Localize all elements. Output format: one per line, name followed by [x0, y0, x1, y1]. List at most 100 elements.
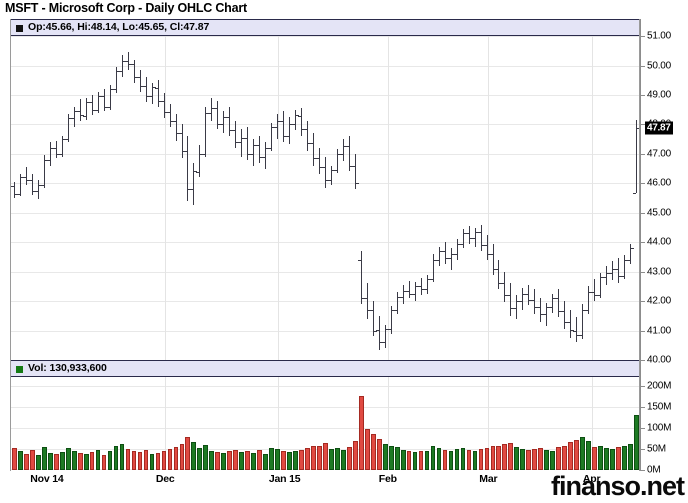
close-tick	[44, 159, 48, 161]
open-tick	[393, 309, 397, 311]
open-tick	[519, 301, 523, 303]
open-tick	[310, 143, 313, 145]
price-axis-tick	[640, 124, 645, 126]
close-tick	[332, 169, 335, 171]
volume-bar	[101, 455, 107, 470]
open-tick	[298, 115, 302, 117]
ohlc-bar	[46, 142, 54, 166]
volume-bar	[568, 442, 573, 470]
open-tick	[268, 147, 272, 149]
open-tick	[543, 314, 547, 316]
close-tick	[248, 153, 252, 155]
ohlc-bar	[94, 92, 102, 113]
volume-bar	[161, 451, 167, 470]
price-panel[interactable]	[11, 36, 639, 360]
ohlc-bar	[489, 243, 497, 275]
price-axis-tick	[640, 242, 645, 244]
close-tick	[355, 183, 359, 185]
ohlc-bar	[585, 286, 593, 315]
close-tick	[367, 309, 371, 311]
volume-axis-tick	[640, 406, 645, 408]
ohlc-bar	[328, 165, 335, 185]
volume-panel[interactable]	[11, 377, 639, 470]
volume-bar	[466, 450, 472, 470]
open-tick	[304, 128, 308, 130]
price-axis-label: 49.00	[647, 89, 672, 101]
close-tick	[409, 293, 413, 295]
price-legend-bar: Op:45.66, Hi:48.14, Lo:45.65, Cl:47.87	[11, 19, 639, 36]
month-gridline	[387, 36, 389, 360]
close-tick	[110, 88, 114, 90]
close-tick	[601, 277, 605, 279]
ohlc-bar	[597, 273, 605, 299]
volume-axis-tick	[640, 448, 645, 450]
ohlc-bar	[387, 305, 395, 334]
ohlc-bar	[615, 258, 623, 284]
volume-bar	[562, 445, 567, 470]
open-tick	[567, 321, 571, 323]
ohlc-bar	[561, 301, 569, 330]
close-tick	[98, 96, 102, 98]
close-tick	[62, 138, 66, 140]
open-tick	[573, 330, 577, 332]
open-tick	[220, 124, 224, 126]
ohlc-bar	[316, 147, 323, 175]
price-axis-label: 42.00	[647, 295, 672, 307]
volume-bar	[454, 449, 460, 470]
close-tick	[451, 253, 455, 255]
volume-bar	[478, 448, 484, 470]
close-tick	[194, 171, 198, 173]
close-tick	[613, 268, 617, 270]
ohlc-bar	[351, 153, 359, 190]
volume-bar	[107, 451, 113, 470]
ohlc-bar	[363, 283, 371, 319]
volume-bar	[436, 448, 442, 470]
close-tick	[224, 116, 228, 118]
open-tick	[477, 231, 481, 233]
close-tick	[308, 143, 312, 145]
ohlc-bar	[477, 224, 485, 251]
price-axis-label: 44.00	[647, 236, 672, 248]
close-tick	[290, 124, 294, 126]
close-tick	[15, 194, 18, 196]
volume-bar	[544, 449, 550, 470]
volume-bar	[628, 443, 633, 470]
ohlc-bar	[525, 284, 533, 306]
open-tick	[286, 136, 290, 138]
open-tick	[334, 169, 337, 171]
close-tick	[284, 136, 288, 138]
ohlc-bar	[196, 145, 204, 178]
price-axis-label: 45.00	[647, 207, 672, 219]
close-tick	[607, 273, 611, 275]
close-tick	[176, 133, 180, 135]
close-tick	[481, 245, 485, 247]
close-tick	[529, 299, 533, 301]
x-axis-label: Feb	[378, 473, 397, 485]
volume-bar	[263, 453, 268, 470]
close-tick	[272, 127, 276, 129]
close-tick	[541, 314, 545, 316]
close-tick	[637, 128, 639, 130]
close-tick	[397, 296, 401, 298]
close-tick	[86, 102, 90, 104]
volume-bar	[18, 451, 23, 470]
price-axis-tick	[640, 153, 645, 155]
volume-bar	[574, 439, 579, 470]
close-tick	[511, 308, 515, 310]
volume-bar	[257, 449, 262, 470]
ohlc-bar	[208, 97, 216, 122]
green-square-icon	[16, 366, 23, 373]
open-tick	[633, 193, 636, 195]
open-tick	[148, 96, 152, 98]
volume-bar	[592, 447, 597, 470]
close-tick	[343, 146, 347, 148]
volume-bar	[47, 452, 53, 470]
open-tick	[118, 71, 122, 73]
ohlc-bar	[459, 228, 467, 248]
volume-bar	[412, 451, 418, 470]
x-axis-label: Nov 14	[30, 473, 64, 485]
price-axis-label: 51.00	[647, 30, 672, 42]
ohlc-bar	[567, 309, 575, 338]
open-tick	[561, 311, 565, 313]
month-gridline	[488, 36, 490, 360]
